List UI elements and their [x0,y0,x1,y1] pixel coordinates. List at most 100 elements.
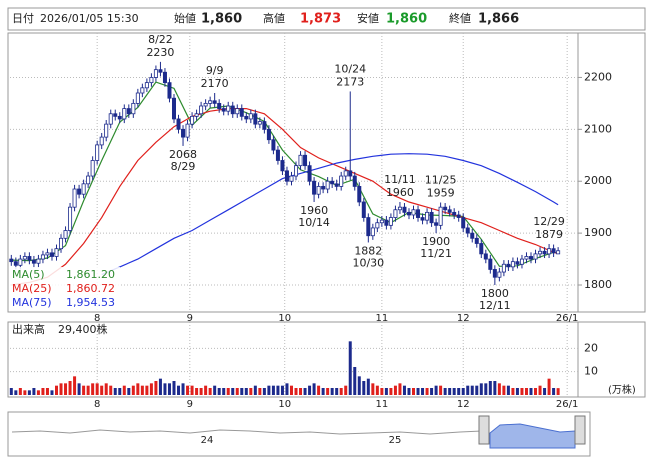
ma-line [101,153,559,276]
volume-bar [109,385,113,395]
volume-bar [68,381,72,395]
volume-bar [271,385,275,395]
candle-body [167,82,172,99]
header-value: 2026/01/05 15:30 [40,12,139,25]
candle-body [126,108,131,115]
volume-bar [73,376,77,395]
volume-bar [217,388,221,395]
x-tick-label: 12 [457,313,470,324]
candle-body [397,206,402,211]
volume-bar [199,388,203,395]
candle-body [162,71,167,84]
volume-bar [502,385,506,395]
volume-bar [45,388,49,395]
volume-bar [497,383,501,395]
x-tick-label: 10 [278,313,291,324]
candle-body [547,248,552,255]
candle-body [465,227,470,234]
volume-bar [357,376,361,395]
annotation-date: 11/11 [384,173,416,186]
legend-name: MA(25) [12,282,52,295]
candle-body [262,121,267,130]
volume-bar [163,383,167,395]
candle-body [72,188,77,208]
candle-body [533,253,538,260]
volume-bar [371,383,375,395]
volume-bar [222,388,226,395]
volume-bar [177,385,181,395]
volume-bar [353,367,357,395]
volume-bar [249,388,253,395]
candle-body [519,258,524,265]
volume-bar [384,388,388,395]
x-tick-label: 9 [187,313,193,324]
volume-bar [41,388,45,395]
volume-bar [552,388,556,395]
annotation-value: 2230 [146,46,174,59]
volume-bar [330,388,334,395]
y-tick-label: 2100 [584,122,612,135]
annotation-date: 10/24 [334,62,366,75]
volume-bar [59,383,63,395]
navigator-handle[interactable] [478,415,490,445]
volume-bar [402,385,406,395]
candle-body [474,237,479,244]
volume-bar [104,383,108,395]
candle-body [140,87,145,94]
candle-body [221,108,226,112]
navigator-handle[interactable] [574,415,586,445]
volume-bar [344,385,348,395]
candle-body [248,113,253,120]
volume-bar [299,388,303,395]
volume-bar [167,383,171,395]
volume-bar [27,390,31,395]
annotation-value: 2170 [201,77,229,90]
y-tick-label: 1800 [584,278,612,291]
candle-body [131,102,136,115]
candle-body [438,206,443,226]
legend-name: MA(75) [12,296,52,309]
candle-body [45,252,50,256]
candle-body [185,123,190,138]
ma-line [11,81,559,267]
volume-bar [181,383,185,395]
candle-body [253,113,258,125]
annotation-date: 10/14 [298,216,330,229]
candle-body [27,256,32,261]
volume-title: 出来高 [12,322,45,336]
volume-bar [113,388,117,395]
candle-body [321,186,326,190]
volume-bar [534,388,538,395]
volume-bar [470,385,474,395]
annotation-date: 9/9 [206,64,224,77]
candle-body [108,113,113,125]
candle-body [13,261,18,266]
volume-bar [91,383,95,395]
volume-bar [131,385,135,395]
volume-bar [520,388,524,395]
candle-body [190,115,195,125]
legend-value: 1,860.72 [66,282,115,295]
candle-body [393,209,398,218]
volume-bar [244,388,248,395]
volume-bar [439,385,443,395]
header-label: 終値 [449,11,471,25]
volume-bar [195,388,199,395]
volume-bar [416,388,420,395]
candle-body [235,108,240,115]
candle-body [239,108,244,117]
legend-value: 1,954.53 [66,296,115,309]
volume-bar [380,388,384,395]
x-tick-label: 11 [376,399,389,410]
candle-body [90,160,95,177]
candle-body [388,217,393,226]
volume-bar [317,385,321,395]
candle-body [429,211,434,224]
candle-body [9,258,14,263]
candle-body [289,175,294,182]
volume-bar [457,388,461,395]
navigator[interactable] [7,411,591,457]
volume-bar [18,388,22,395]
price-frame [7,32,646,313]
volume-latest: 29,400株 [58,322,108,336]
